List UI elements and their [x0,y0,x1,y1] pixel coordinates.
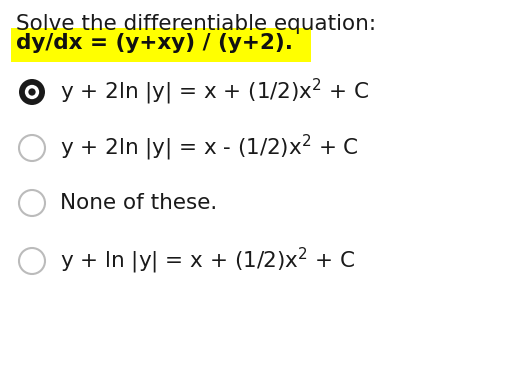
Text: dy/dx = (y+xy) / (y+2).: dy/dx = (y+xy) / (y+2). [16,33,293,53]
Circle shape [25,85,39,99]
FancyBboxPatch shape [11,28,310,62]
Text: y + 2ln |y| = x - (1/2)x$^{2}$ + C: y + 2ln |y| = x - (1/2)x$^{2}$ + C [60,133,358,163]
Circle shape [19,190,45,216]
Text: Solve the differentiable equation:: Solve the differentiable equation: [16,14,376,34]
Text: y + ln |y| = x + (1/2)x$^{2}$ + C: y + ln |y| = x + (1/2)x$^{2}$ + C [60,246,355,276]
Circle shape [19,79,45,105]
Circle shape [19,135,45,161]
Circle shape [29,88,36,96]
Text: None of these.: None of these. [60,193,217,213]
Circle shape [19,248,45,274]
Text: y + 2ln |y| = x + (1/2)x$^{2}$ + C: y + 2ln |y| = x + (1/2)x$^{2}$ + C [60,77,369,107]
